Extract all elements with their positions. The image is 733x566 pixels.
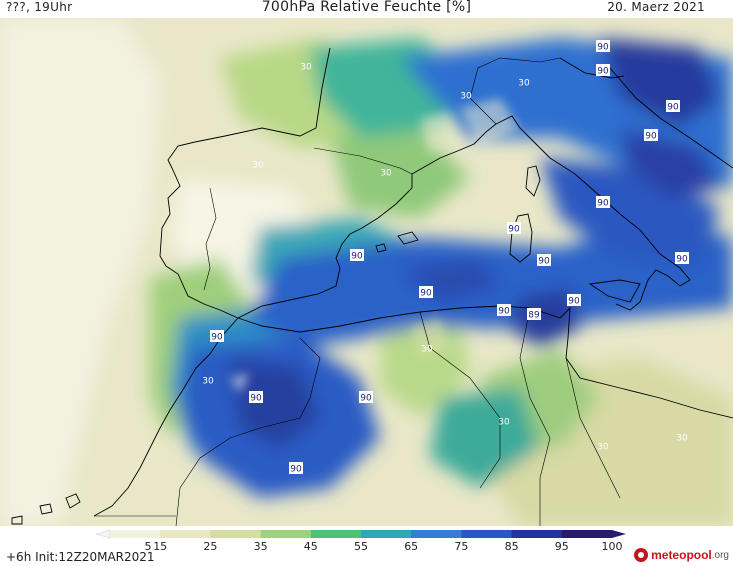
svg-text:90: 90 <box>538 257 550 267</box>
svg-text:90: 90 <box>568 297 580 307</box>
contour-label: 30 <box>252 161 264 171</box>
colorbar-max-arrow <box>612 530 626 538</box>
contour-label: 89 <box>527 308 541 321</box>
country-borders <box>94 57 621 526</box>
contour-label: 30 <box>421 345 433 355</box>
color-legend: 5 15 25 35 45 55 65 75 85 95 100 <box>0 526 733 566</box>
svg-text:30: 30 <box>518 79 530 89</box>
colorbar-segment <box>160 530 211 538</box>
coastlines <box>11 47 733 525</box>
colorbar-tick-label: 25 <box>203 540 217 550</box>
svg-text:30: 30 <box>498 418 510 428</box>
colorbar-segment <box>511 530 563 538</box>
humidity-field <box>0 18 733 526</box>
colorbar-segment <box>561 530 613 538</box>
map-title: 700hPa Relative Feuchte [%] <box>261 0 472 15</box>
svg-text:90: 90 <box>597 67 609 77</box>
contour-label: 90 <box>507 222 521 235</box>
svg-text:90: 90 <box>645 132 657 142</box>
svg-text:30: 30 <box>676 434 688 444</box>
forecast-time-label: ???, 19Uhr <box>6 0 73 14</box>
colorbar-tick-label: 75 <box>454 540 468 550</box>
colorbar-tick-label: 15 <box>153 540 167 550</box>
colorbar-tick-label: 55 <box>354 540 368 550</box>
contour-label: 90 <box>666 100 680 113</box>
model-init-label: +6h Init:12Z20MAR2021 <box>6 550 155 564</box>
contour-label: 30 <box>518 79 530 89</box>
svg-text:30: 30 <box>380 169 392 179</box>
svg-text:30: 30 <box>202 377 214 387</box>
contour-label: 90 <box>537 254 551 267</box>
colorbar-min-arrow <box>95 529 111 539</box>
svg-text:30: 30 <box>252 161 264 171</box>
contour-label: 90 <box>350 249 364 262</box>
svg-text:30: 30 <box>597 443 609 453</box>
humidity-map: 90 90 90 90 90 90 90 90 90 90 90 90 90 90 90 90 89 30 30 30… <box>0 18 733 526</box>
colorbar-tick-label: 100 <box>602 540 623 550</box>
colorbar-tick-label: 95 <box>555 540 569 550</box>
logo-suffix: .org <box>711 549 729 561</box>
contour-label: 30 <box>202 377 214 387</box>
meteopool-logo[interactable]: meteopool .org <box>634 546 729 564</box>
contour-label: 30 <box>300 63 312 73</box>
contour-label: 30 <box>460 92 472 102</box>
contour-label: 30 <box>380 169 392 179</box>
contour-label: 90 <box>289 462 303 475</box>
svg-text:30: 30 <box>300 63 312 73</box>
logo-text: meteopool <box>651 548 712 562</box>
contour-label: 90 <box>419 286 433 299</box>
svg-text:90: 90 <box>290 465 302 475</box>
colorbar: 5 15 25 35 45 55 65 75 85 95 100 <box>95 529 626 550</box>
colorbar-segment <box>310 530 362 538</box>
colorbar-segment <box>411 530 462 538</box>
colorbar-tick-label: 85 <box>505 540 519 550</box>
svg-text:90: 90 <box>597 199 609 209</box>
colorbar-segment <box>461 530 513 538</box>
svg-text:30: 30 <box>460 92 472 102</box>
svg-text:90: 90 <box>597 43 609 53</box>
svg-text:90: 90 <box>420 289 432 299</box>
colorbar-tick-label: 35 <box>254 540 268 550</box>
colorbar-segment <box>260 530 312 538</box>
contour-label: 90 <box>675 252 689 265</box>
colorbar-tick-label: 65 <box>404 540 418 550</box>
humidity-detail <box>230 98 520 393</box>
svg-text:90: 90 <box>360 394 372 404</box>
contour-label: 90 <box>210 330 224 343</box>
colorbar-segment <box>361 530 412 538</box>
svg-text:90: 90 <box>211 333 223 343</box>
svg-text:89: 89 <box>528 311 540 321</box>
contour-labels: 90 90 90 90 90 90 90 90 90 90 90 90 90 90 90 90 89 30 30 30… <box>202 40 689 475</box>
svg-text:30: 30 <box>421 345 433 355</box>
svg-text:90: 90 <box>498 307 510 317</box>
contour-label: 90 <box>497 304 511 317</box>
svg-text:90: 90 <box>676 255 688 265</box>
svg-text:90: 90 <box>508 225 520 235</box>
contour-label: 30 <box>676 434 688 444</box>
contour-label: 90 <box>596 196 610 209</box>
colorbar-segment <box>210 530 262 538</box>
colorbar-tick-label: 5 <box>145 540 152 550</box>
contour-label: 90 <box>359 391 373 404</box>
contour-label: 90 <box>596 40 610 53</box>
logo-icon <box>634 548 649 562</box>
svg-text:90: 90 <box>250 394 262 404</box>
contour-label: 30 <box>498 418 510 428</box>
svg-text:90: 90 <box>351 252 363 262</box>
contour-label: 90 <box>249 391 263 404</box>
colorbar-segment <box>110 530 161 538</box>
contour-label: 90 <box>596 64 610 77</box>
forecast-date: 20. Maerz 2021 <box>607 0 705 14</box>
colorbar-tick-label: 45 <box>304 540 318 550</box>
contour-label: 90 <box>644 129 658 142</box>
header-bar: ???, 19Uhr 700hPa Relative Feuchte [%] 2… <box>0 0 733 18</box>
contour-label: 90 <box>567 294 581 307</box>
svg-text:90: 90 <box>667 103 679 113</box>
contour-label: 30 <box>597 443 609 453</box>
